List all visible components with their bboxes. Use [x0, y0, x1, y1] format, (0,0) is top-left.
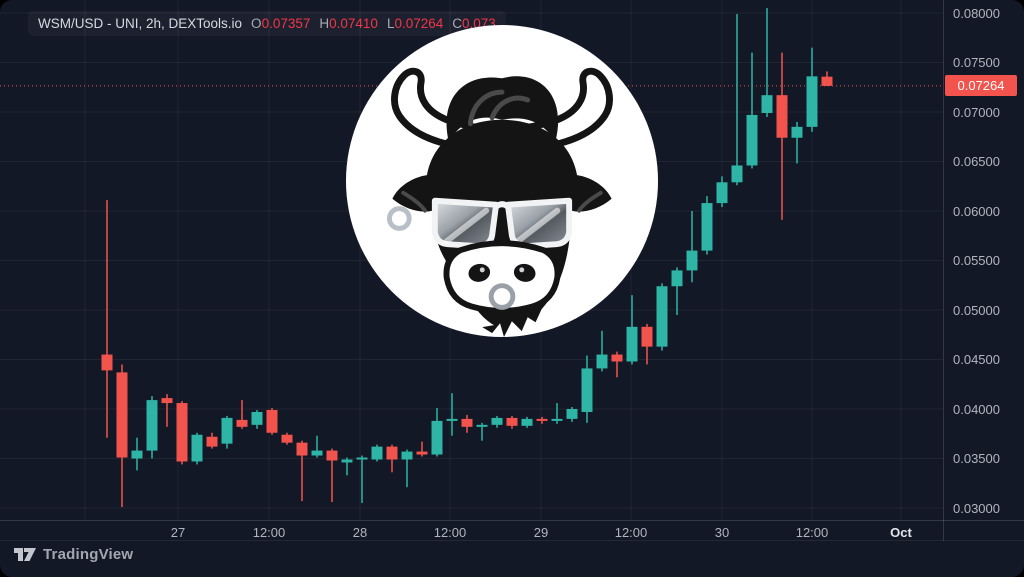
- candle-up: [356, 457, 368, 460]
- time-axis[interactable]: 27 12:00 28 12:00 29 12:00 30 12:00 Oct: [0, 520, 1024, 541]
- ohlc-high: H0.07410: [319, 16, 378, 31]
- price-axis[interactable]: 0.07264 0.08000 0.07500 0.07000 0.06500 0.06…: [943, 0, 1024, 541]
- candle-down: [386, 446, 398, 460]
- candle-down: [611, 354, 623, 362]
- time-tick-label: 12:00: [795, 525, 829, 540]
- candle-up: [476, 424, 488, 427]
- ear-details: [401, 190, 603, 213]
- candle-up: [806, 76, 818, 127]
- candle-down: [776, 95, 788, 138]
- candle-up: [221, 417, 233, 444]
- candle-down: [266, 409, 278, 433]
- price-tick-label: 0.07500: [953, 55, 1000, 70]
- candle-down: [461, 418, 473, 427]
- candle-down: [641, 326, 653, 347]
- candle-up: [311, 450, 323, 456]
- muzzle: [443, 240, 561, 314]
- candle-up: [521, 418, 533, 426]
- candle-up: [251, 411, 263, 425]
- candle-down: [176, 403, 188, 462]
- candle-up: [626, 326, 638, 362]
- price-tick-label: 0.07000: [953, 104, 1000, 120]
- candle-up: [401, 451, 413, 460]
- candle-up: [716, 182, 728, 204]
- time-tick-label: 12:00: [614, 525, 648, 540]
- candle-up: [566, 409, 578, 419]
- candle-up: [581, 368, 593, 412]
- tradingview-watermark[interactable]: TradingView: [14, 546, 133, 563]
- candle-down: [326, 450, 338, 461]
- candle-down: [506, 417, 518, 426]
- candle-down: [206, 436, 218, 447]
- earring: [386, 206, 412, 231]
- candle-up: [656, 286, 668, 347]
- candle-up: [791, 126, 803, 138]
- price-tick-label: 0.06000: [953, 203, 1000, 219]
- price-tick-label: 0.06500: [953, 154, 1000, 169]
- price-tick-label: 0.08000: [953, 5, 1000, 21]
- candle-up: [191, 434, 203, 462]
- candle-up: [431, 420, 443, 455]
- candle-down: [821, 76, 833, 86]
- current-price-badge: 0.07264: [945, 75, 1017, 97]
- candle-up: [371, 446, 383, 460]
- candle-up: [491, 417, 503, 425]
- price-tick-label: 0.05500: [953, 253, 1000, 268]
- candle-up: [671, 270, 683, 287]
- price-tick-label: 0.03000: [953, 500, 1000, 516]
- candle-down: [236, 419, 248, 427]
- candle-down: [116, 372, 128, 458]
- price-tick-label: 0.04000: [953, 401, 1000, 417]
- candle-down: [161, 398, 173, 404]
- time-tick-label: 27: [170, 525, 186, 540]
- candle-up: [686, 250, 698, 271]
- candle-down: [101, 354, 113, 371]
- candle-down: [296, 442, 308, 456]
- bull-sunglasses-logo: [345, 24, 659, 338]
- time-tick-label: 28: [352, 525, 368, 540]
- bull-mane: [446, 76, 559, 142]
- time-tick-label: 29: [533, 525, 549, 540]
- price-tick-label: 0.05000: [953, 302, 1000, 318]
- price-tick-label: 0.03500: [953, 451, 1000, 466]
- price-tick-label: 0.04500: [953, 352, 1000, 367]
- candle-down: [281, 434, 293, 443]
- time-tick-label: 12:00: [252, 525, 286, 540]
- candle-down: [416, 451, 428, 455]
- chart-legend: WSM/USD - UNI, 2h, DEXTools.io O0.07357 …: [28, 11, 506, 36]
- candle-down: [536, 418, 548, 421]
- ohlc-open: O0.07357: [251, 16, 311, 31]
- time-tick-label: Oct: [890, 525, 912, 540]
- ohlc-low: L0.07264: [386, 16, 444, 31]
- symbol-title: WSM/USD - UNI, 2h, DEXTools.io: [38, 16, 243, 31]
- watermark-label: TradingView: [43, 546, 134, 563]
- candle-up: [596, 354, 608, 369]
- tradingview-icon: [14, 548, 36, 561]
- time-tick-label: 30: [714, 525, 730, 540]
- candle-up: [701, 203, 713, 251]
- candle-up: [146, 400, 158, 451]
- candle-up: [131, 450, 143, 459]
- sunglasses: [431, 197, 573, 250]
- nose-ring: [488, 283, 516, 310]
- candle-up: [731, 165, 743, 183]
- time-tick-label: 12:00: [433, 525, 467, 540]
- candle-up: [551, 418, 563, 421]
- candle-up: [746, 114, 758, 166]
- mane-streaks: [467, 89, 531, 127]
- candle-up: [446, 418, 458, 421]
- candle-up: [761, 95, 773, 113]
- candle-up: [341, 459, 353, 463]
